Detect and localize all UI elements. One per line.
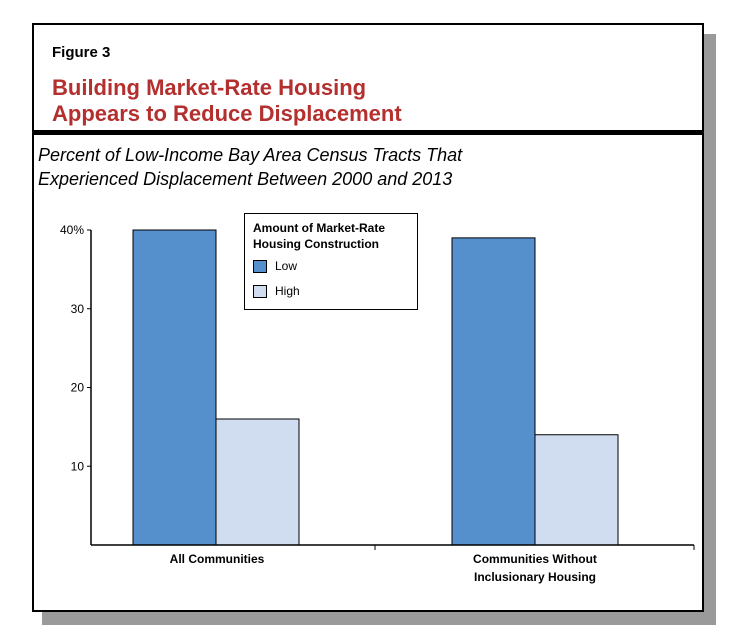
chart-legend: Amount of Market-Rate Housing Constructi… <box>244 213 418 310</box>
subtitle-line-2: Experienced Displacement Between 2000 an… <box>38 169 453 189</box>
x-category-label: Inclusionary Housing <box>474 570 596 584</box>
title-line-1: Building Market-Rate Housing <box>52 75 367 100</box>
title-line-2: Appears to Reduce Displacement <box>52 101 402 126</box>
bar-high-2 <box>534 434 619 546</box>
y-tick-label: 20 <box>71 381 85 395</box>
x-category-label: Communities Without <box>473 552 597 566</box>
chart-subtitle: Percent of Low-Income Bay Area Census Tr… <box>38 143 678 191</box>
figure-label: Figure 3 <box>52 44 111 61</box>
bar-low-1 <box>132 229 217 546</box>
figure-title: Building Market-Rate Housing Appears to … <box>52 75 652 127</box>
legend-title-line-1: Amount of Market-Rate <box>253 221 386 235</box>
x-category-label: All Communities <box>170 552 265 566</box>
bar-high-1 <box>215 418 300 546</box>
bar-low-2 <box>451 237 536 546</box>
subtitle-line-1: Percent of Low-Income Bay Area Census Tr… <box>38 145 463 165</box>
legend-label-low: Low <box>275 259 298 273</box>
legend-swatch-low <box>253 260 267 273</box>
y-tick-label: 30 <box>71 302 85 316</box>
legend-title: Amount of Market-Rate Housing Constructi… <box>253 220 413 252</box>
legend-title-line-2: Housing Construction <box>253 237 379 251</box>
legend-swatch-high <box>253 285 267 298</box>
title-rule <box>32 130 704 135</box>
y-tick-label: 40% <box>60 223 84 237</box>
legend-label-high: High <box>275 284 300 298</box>
y-tick-label: 10 <box>71 459 85 473</box>
